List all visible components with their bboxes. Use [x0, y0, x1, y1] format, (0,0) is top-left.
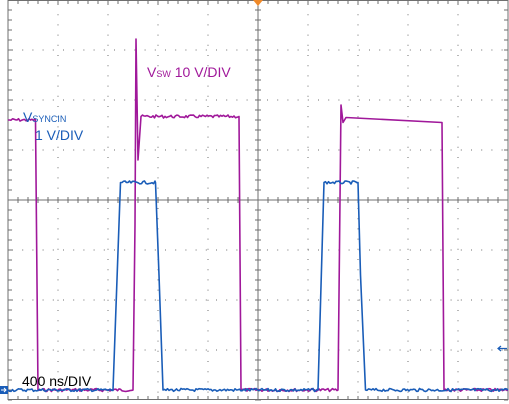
vsyncin-label: VSYNCIN	[23, 109, 66, 127]
vsyncin-subscript: SYNCIN	[32, 114, 67, 124]
trigger-position-marker	[253, 0, 263, 6]
trace-vsyncin	[7, 180, 509, 393]
vsw-symbol: V	[147, 64, 157, 80]
waveform-traces	[7, 38, 509, 393]
ground-arrow-icon	[1, 387, 7, 393]
channel-markers	[0, 0, 507, 394]
graticule	[7, 0, 509, 401]
trigger-level-arrow-icon	[497, 345, 507, 352]
vsw-label: VSW 10 V/DIV	[147, 64, 231, 82]
trace-vsw	[8, 38, 509, 393]
vsw-subscript: SW	[156, 69, 171, 79]
vsyncin-scale: 1 V/DIV	[35, 127, 84, 143]
vsw-scale: 10 V/DIV	[174, 64, 231, 80]
vsyncin-symbol: V	[23, 109, 33, 125]
timebase-label: 400 ns/DIV	[22, 373, 92, 389]
